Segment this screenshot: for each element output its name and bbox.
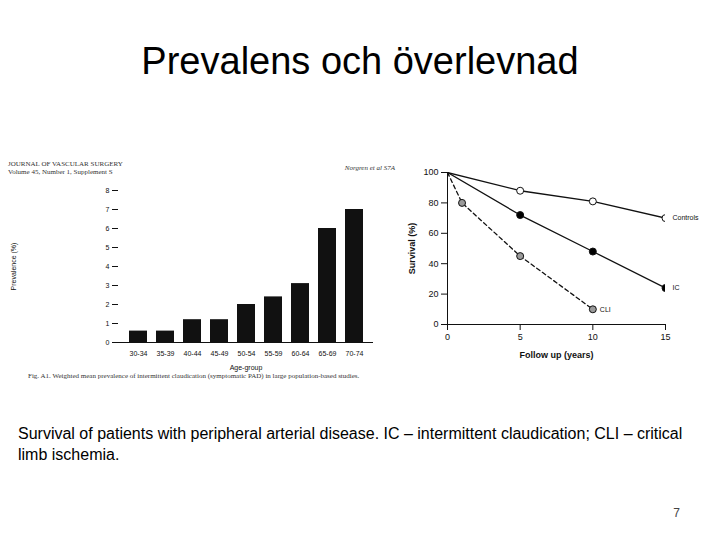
svg-text:15: 15 [660, 332, 670, 342]
svg-text:60: 60 [428, 228, 438, 238]
svg-text:CLI: CLI [600, 306, 611, 313]
svg-text:60-64: 60-64 [292, 350, 310, 357]
html-text:Prevalens och överlevnad: Prevalens och överlevnad [141, 40, 579, 82]
html-text:JOURNAL OF VASCULAR SURGERY: JOURNAL OF VASCULAR SURGERY [8, 160, 123, 168]
svg-text:10: 10 [588, 332, 598, 342]
svg-text:0: 0 [433, 319, 438, 329]
svg-text:5: 5 [106, 244, 110, 251]
svg-text:Follow up (years): Follow up (years) [519, 350, 593, 360]
svg-text:0: 0 [445, 332, 450, 342]
html-text:Norgren et al S7A: Norgren et al S7A [344, 164, 395, 172]
svg-text:45-49: 45-49 [211, 350, 229, 357]
html-text:Volume 45, Number 1, Supplemen: Volume 45, Number 1, Supplement S [8, 168, 113, 176]
svg-text:70-74: 70-74 [346, 350, 364, 357]
svg-text:IC: IC [673, 284, 680, 291]
svg-text:8: 8 [106, 187, 110, 194]
svg-text:1: 1 [106, 320, 110, 327]
html-text:Survival of patients with peri: Survival of patients with peripheral art… [18, 425, 683, 463]
svg-text:7: 7 [106, 206, 110, 213]
svg-text:100: 100 [423, 167, 438, 177]
svg-text:35-39: 35-39 [157, 350, 175, 357]
svg-text:40-44: 40-44 [184, 350, 202, 357]
svg-text:4: 4 [106, 263, 110, 270]
svg-text:55-59: 55-59 [265, 350, 283, 357]
svg-text:20: 20 [428, 289, 438, 299]
svg-text:3: 3 [106, 282, 110, 289]
html-text:7: 7 [673, 506, 680, 520]
svg-text:6: 6 [106, 225, 110, 232]
svg-text:Prevalence (%): Prevalence (%) [10, 243, 18, 291]
svg-text:Controls: Controls [673, 214, 700, 221]
svg-text:0: 0 [106, 339, 110, 346]
svg-text:5: 5 [518, 332, 523, 342]
svg-text:50-54: 50-54 [238, 350, 256, 357]
svg-text:80: 80 [428, 198, 438, 208]
svg-text:30-34: 30-34 [130, 350, 148, 357]
html-text:Fig. A1. Weighted mean prevale: Fig. A1. Weighted mean prevalence of int… [28, 372, 360, 380]
svg-text:65-69: 65-69 [319, 350, 337, 357]
svg-text:Survival (%): Survival (%) [407, 223, 417, 275]
svg-text:Age-group: Age-group [230, 364, 263, 372]
svg-text:40: 40 [428, 259, 438, 269]
svg-text:2: 2 [106, 301, 110, 308]
